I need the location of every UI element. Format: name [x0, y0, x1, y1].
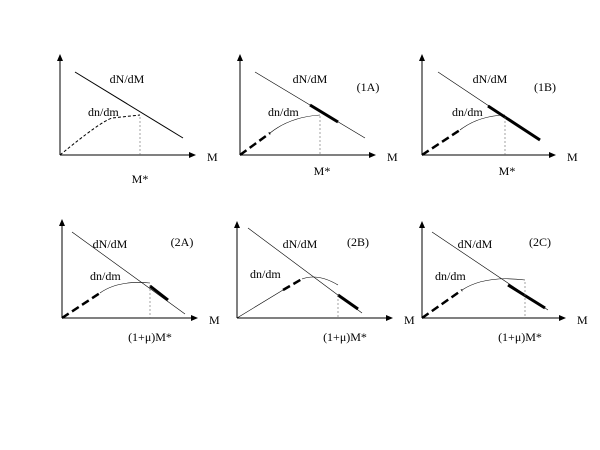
panel-tag: (2A)	[171, 235, 194, 249]
dashed-curve	[59, 114, 141, 156]
panel-tag: (1A)	[357, 80, 380, 94]
upper-label: dN/dM	[458, 237, 493, 251]
lower-label: dn/dm	[268, 105, 299, 119]
dashed-curve	[282, 277, 303, 292]
thick-segment	[149, 284, 169, 302]
mass-label: M*	[314, 164, 331, 178]
upper-label: dN/dM	[473, 72, 508, 86]
dashed-curve	[421, 128, 461, 157]
axis-label: M	[209, 313, 220, 327]
thick-segment	[507, 283, 546, 310]
dashed-curve	[239, 131, 271, 157]
lower-label: dn/dm	[88, 105, 119, 119]
mass-label: (1+μ)M*	[323, 330, 367, 344]
lower-label: dn/dm	[90, 269, 121, 283]
panel-tag: (2C)	[529, 235, 551, 249]
panel-tag: (1B)	[534, 80, 556, 94]
mass-label: (1+μ)M*	[128, 330, 172, 344]
axis-label: M	[404, 313, 415, 327]
axis-label: M	[387, 150, 398, 164]
thick-segment	[337, 293, 359, 311]
lower-curve	[236, 276, 339, 319]
dashed-curve	[421, 288, 463, 320]
upper-line	[74, 71, 184, 139]
upper-label: dN/dM	[110, 72, 145, 86]
mass-label: M*	[132, 172, 149, 186]
axis-label: M	[207, 150, 218, 164]
thick-segment	[309, 103, 339, 124]
upper-label: dN/dM	[93, 237, 128, 251]
lower-label: dn/dm	[250, 267, 281, 281]
panel-tag: (2B)	[347, 235, 369, 249]
dashed-curve	[61, 291, 101, 320]
upper-label: dN/dM	[283, 237, 318, 251]
mass-label: (1+μ)M*	[498, 330, 542, 344]
thick-segment	[487, 104, 541, 142]
mass-label: M*	[499, 164, 516, 178]
lower-curve	[459, 114, 506, 131]
upper-label: dN/dM	[293, 72, 328, 86]
lower-curve	[269, 114, 321, 134]
lower-label: dn/dm	[435, 269, 466, 283]
axis-label: M	[567, 150, 578, 164]
lower-label: dn/dm	[452, 105, 483, 119]
lower-curve	[461, 278, 526, 291]
axis-label: M	[577, 313, 588, 327]
lower-curve	[99, 282, 151, 294]
